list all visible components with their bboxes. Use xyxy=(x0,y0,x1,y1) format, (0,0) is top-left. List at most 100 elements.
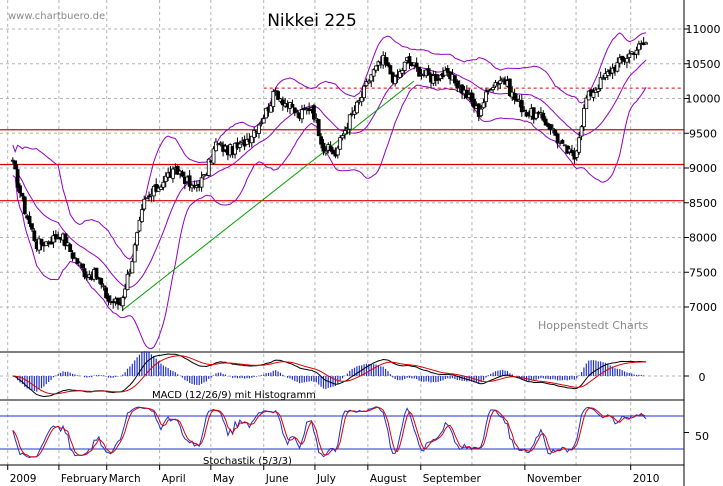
chart-watermark-bottom: Hoppenstedt Charts xyxy=(538,319,649,332)
candle-body xyxy=(452,75,457,84)
candle-body xyxy=(39,238,44,245)
candle-body xyxy=(123,288,128,298)
candle-body xyxy=(276,91,280,100)
candle-body xyxy=(417,66,421,77)
price-tick-label: 7500 xyxy=(689,266,717,279)
candle-body xyxy=(132,244,137,263)
candle-body xyxy=(484,91,488,103)
candle-body xyxy=(398,71,402,78)
candle-body xyxy=(579,126,584,137)
candle-body xyxy=(142,198,147,210)
candle-body xyxy=(233,142,237,155)
candle-body xyxy=(479,108,484,117)
horizontal-levels xyxy=(0,87,684,202)
candle-body xyxy=(116,297,120,305)
stochastic-50-tick: 50 xyxy=(695,430,709,443)
candle-body xyxy=(27,215,32,224)
candle-body xyxy=(543,118,548,126)
time-tick-label: 2009 xyxy=(10,473,37,485)
candle-body xyxy=(555,133,560,143)
candle-body xyxy=(216,143,221,146)
price-tick-label: 8500 xyxy=(689,197,717,210)
candle-body xyxy=(627,53,632,58)
candle-body xyxy=(364,81,369,87)
time-tick-label: March xyxy=(109,473,141,485)
candle-body xyxy=(218,142,223,145)
candle-body xyxy=(180,171,185,177)
candle-body xyxy=(328,145,333,152)
candle-body xyxy=(111,301,116,304)
candle-body xyxy=(268,105,273,113)
candle-body xyxy=(562,144,567,147)
candle-body xyxy=(271,91,276,107)
candle-body xyxy=(584,97,589,110)
candle-body xyxy=(144,197,149,200)
candle-body xyxy=(383,57,388,64)
candle-body xyxy=(331,149,335,155)
candle-body xyxy=(63,233,68,247)
candle-body xyxy=(99,278,104,285)
candle-body xyxy=(577,137,582,153)
price-tick-label: 9000 xyxy=(689,162,717,175)
candle-body xyxy=(319,136,323,145)
candle-body xyxy=(426,68,431,76)
candle-body xyxy=(249,135,254,144)
candle-body xyxy=(187,175,192,187)
candle-body xyxy=(211,148,216,164)
time-tick-label: 2010 xyxy=(633,473,660,485)
candle-body xyxy=(519,100,524,113)
candle-body xyxy=(257,124,261,134)
candle-body xyxy=(13,160,18,170)
candle-body xyxy=(507,78,512,97)
candle-body xyxy=(548,124,553,131)
candle-body xyxy=(512,92,517,100)
candle-body xyxy=(393,76,398,85)
candle-body xyxy=(30,223,34,230)
candle-body xyxy=(347,114,352,130)
candle-body xyxy=(75,258,80,264)
candle-body xyxy=(491,87,496,91)
price-tick-label: 7000 xyxy=(689,301,717,314)
trendline-group xyxy=(121,80,415,311)
candle-body xyxy=(130,261,135,274)
time-tick-label: February xyxy=(61,473,108,485)
macd-zero-tick: 0 xyxy=(699,371,706,384)
candle-body xyxy=(636,43,641,51)
candle-body xyxy=(359,97,364,103)
candle-body xyxy=(598,77,603,89)
candle-body xyxy=(20,192,25,197)
candle-body xyxy=(591,91,596,98)
candle-body xyxy=(362,85,366,99)
candle-body xyxy=(264,107,269,119)
time-tick-label: November xyxy=(527,473,582,485)
candle-body xyxy=(312,105,316,120)
candle-body xyxy=(214,141,218,152)
candle-body xyxy=(335,147,340,156)
macd-panel xyxy=(0,351,689,398)
candle-body xyxy=(295,111,300,114)
candle-body xyxy=(300,109,304,120)
candle-body xyxy=(252,130,257,138)
candle-body xyxy=(366,80,371,84)
candle-body xyxy=(355,101,359,114)
candle-body xyxy=(159,186,163,190)
candle-body xyxy=(15,169,20,188)
candles xyxy=(10,36,648,312)
candle-body xyxy=(199,177,204,188)
candle-body xyxy=(371,69,376,77)
candle-body xyxy=(464,89,469,99)
candle-body xyxy=(171,168,175,179)
candle-body xyxy=(343,130,347,135)
candle-body xyxy=(321,142,326,152)
candle-body xyxy=(120,297,125,307)
candle-body xyxy=(70,252,75,259)
candle-body xyxy=(634,49,639,55)
chart-title: Nikkei 225 xyxy=(267,11,357,31)
candle-body xyxy=(550,128,555,131)
candle-body xyxy=(560,139,565,144)
candle-body xyxy=(104,287,108,299)
candle-body xyxy=(32,230,37,241)
horizontal-gridlines xyxy=(0,28,684,308)
time-tick-label: April xyxy=(162,473,186,485)
